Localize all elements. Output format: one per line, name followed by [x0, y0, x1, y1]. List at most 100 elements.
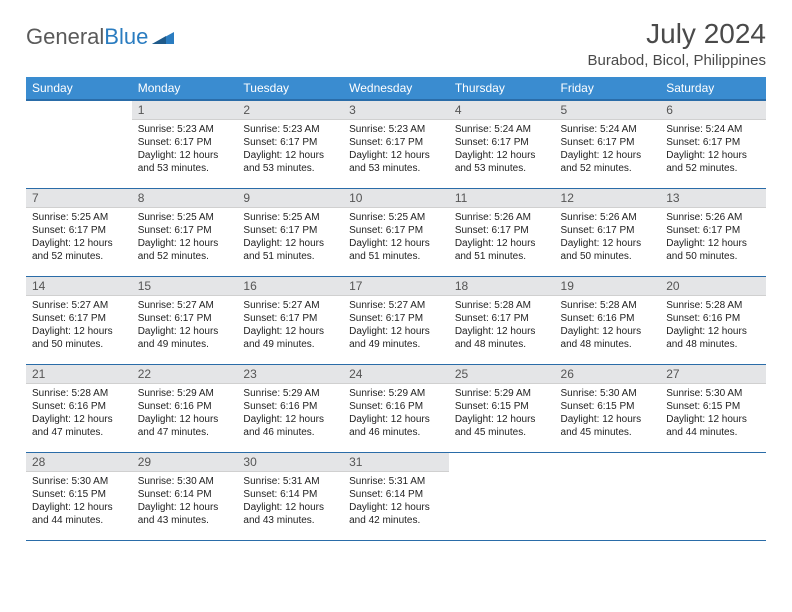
daylight2-line: and 48 minutes. [455, 338, 549, 351]
day-number: 19 [555, 277, 661, 296]
day-content: Sunrise: 5:30 AMSunset: 6:15 PMDaylight:… [660, 384, 766, 443]
daylight1-line: Daylight: 12 hours [455, 149, 549, 162]
daylight2-line: and 50 minutes. [32, 338, 126, 351]
daylight2-line: and 43 minutes. [138, 514, 232, 527]
sunset-line: Sunset: 6:15 PM [32, 488, 126, 501]
sunrise-line: Sunrise: 5:30 AM [138, 475, 232, 488]
day-cell: 14Sunrise: 5:27 AMSunset: 6:17 PMDayligh… [26, 276, 132, 364]
day-number: 18 [449, 277, 555, 296]
weekday-header: Thursday [449, 77, 555, 100]
sunrise-line: Sunrise: 5:25 AM [349, 211, 443, 224]
day-content: Sunrise: 5:27 AMSunset: 6:17 PMDaylight:… [237, 296, 343, 355]
weekday-header: Friday [555, 77, 661, 100]
day-content: Sunrise: 5:30 AMSunset: 6:15 PMDaylight:… [555, 384, 661, 443]
week-row: 28Sunrise: 5:30 AMSunset: 6:15 PMDayligh… [26, 452, 766, 540]
sunset-line: Sunset: 6:17 PM [561, 224, 655, 237]
daylight2-line: and 42 minutes. [349, 514, 443, 527]
daylight1-line: Daylight: 12 hours [32, 501, 126, 514]
daylight2-line: and 46 minutes. [243, 426, 337, 439]
daylight2-line: and 45 minutes. [561, 426, 655, 439]
day-content: Sunrise: 5:25 AMSunset: 6:17 PMDaylight:… [343, 208, 449, 267]
daylight2-line: and 49 minutes. [243, 338, 337, 351]
sunset-line: Sunset: 6:17 PM [666, 136, 760, 149]
day-number [449, 453, 555, 457]
day-number: 11 [449, 189, 555, 208]
day-content: Sunrise: 5:28 AMSunset: 6:16 PMDaylight:… [26, 384, 132, 443]
day-number: 23 [237, 365, 343, 384]
day-content: Sunrise: 5:27 AMSunset: 6:17 PMDaylight:… [26, 296, 132, 355]
daylight1-line: Daylight: 12 hours [666, 237, 760, 250]
sunrise-line: Sunrise: 5:31 AM [349, 475, 443, 488]
day-cell: 10Sunrise: 5:25 AMSunset: 6:17 PMDayligh… [343, 188, 449, 276]
daylight1-line: Daylight: 12 hours [243, 149, 337, 162]
daylight2-line: and 51 minutes. [455, 250, 549, 263]
daylight1-line: Daylight: 12 hours [32, 413, 126, 426]
daylight2-line: and 49 minutes. [138, 338, 232, 351]
sunset-line: Sunset: 6:17 PM [455, 312, 549, 325]
sunrise-line: Sunrise: 5:26 AM [666, 211, 760, 224]
daylight2-line: and 50 minutes. [666, 250, 760, 263]
daylight2-line: and 44 minutes. [32, 514, 126, 527]
sunset-line: Sunset: 6:17 PM [349, 312, 443, 325]
sunrise-line: Sunrise: 5:26 AM [455, 211, 549, 224]
day-number: 15 [132, 277, 238, 296]
day-number: 4 [449, 101, 555, 120]
daylight1-line: Daylight: 12 hours [349, 149, 443, 162]
sunrise-line: Sunrise: 5:29 AM [138, 387, 232, 400]
day-cell: 1Sunrise: 5:23 AMSunset: 6:17 PMDaylight… [132, 100, 238, 188]
calendar-body: 1Sunrise: 5:23 AMSunset: 6:17 PMDaylight… [26, 100, 766, 540]
month-title: July 2024 [588, 18, 766, 50]
sunset-line: Sunset: 6:17 PM [32, 312, 126, 325]
day-cell [26, 100, 132, 188]
week-row: 1Sunrise: 5:23 AMSunset: 6:17 PMDaylight… [26, 100, 766, 188]
daylight1-line: Daylight: 12 hours [243, 325, 337, 338]
daylight2-line: and 45 minutes. [455, 426, 549, 439]
day-content: Sunrise: 5:23 AMSunset: 6:17 PMDaylight:… [343, 120, 449, 179]
daylight2-line: and 51 minutes. [243, 250, 337, 263]
day-number: 3 [343, 101, 449, 120]
sunset-line: Sunset: 6:17 PM [243, 224, 337, 237]
sunset-line: Sunset: 6:16 PM [32, 400, 126, 413]
sunrise-line: Sunrise: 5:29 AM [243, 387, 337, 400]
day-number: 9 [237, 189, 343, 208]
sunset-line: Sunset: 6:17 PM [243, 136, 337, 149]
day-number: 8 [132, 189, 238, 208]
sunset-line: Sunset: 6:17 PM [349, 224, 443, 237]
day-cell: 20Sunrise: 5:28 AMSunset: 6:16 PMDayligh… [660, 276, 766, 364]
day-number: 20 [660, 277, 766, 296]
day-content: Sunrise: 5:26 AMSunset: 6:17 PMDaylight:… [555, 208, 661, 267]
daylight1-line: Daylight: 12 hours [243, 237, 337, 250]
sunrise-line: Sunrise: 5:25 AM [243, 211, 337, 224]
sunrise-line: Sunrise: 5:28 AM [666, 299, 760, 312]
sunrise-line: Sunrise: 5:26 AM [561, 211, 655, 224]
day-content: Sunrise: 5:25 AMSunset: 6:17 PMDaylight:… [237, 208, 343, 267]
sunrise-line: Sunrise: 5:28 AM [455, 299, 549, 312]
sunrise-line: Sunrise: 5:25 AM [138, 211, 232, 224]
day-content: Sunrise: 5:30 AMSunset: 6:15 PMDaylight:… [26, 472, 132, 531]
day-cell: 12Sunrise: 5:26 AMSunset: 6:17 PMDayligh… [555, 188, 661, 276]
daylight1-line: Daylight: 12 hours [349, 237, 443, 250]
sunset-line: Sunset: 6:17 PM [455, 224, 549, 237]
sunset-line: Sunset: 6:15 PM [561, 400, 655, 413]
sunset-line: Sunset: 6:14 PM [138, 488, 232, 501]
calendar-page: GeneralBlue July 2024 Burabod, Bicol, Ph… [0, 0, 792, 559]
day-content: Sunrise: 5:29 AMSunset: 6:16 PMDaylight:… [343, 384, 449, 443]
sunset-line: Sunset: 6:17 PM [138, 312, 232, 325]
sunset-line: Sunset: 6:16 PM [138, 400, 232, 413]
daylight1-line: Daylight: 12 hours [138, 149, 232, 162]
day-content: Sunrise: 5:24 AMSunset: 6:17 PMDaylight:… [555, 120, 661, 179]
day-number: 2 [237, 101, 343, 120]
weekday-header-row: Sunday Monday Tuesday Wednesday Thursday… [26, 77, 766, 100]
logo: GeneralBlue [26, 18, 174, 50]
day-cell: 11Sunrise: 5:26 AMSunset: 6:17 PMDayligh… [449, 188, 555, 276]
daylight1-line: Daylight: 12 hours [349, 413, 443, 426]
daylight1-line: Daylight: 12 hours [243, 413, 337, 426]
sunrise-line: Sunrise: 5:24 AM [666, 123, 760, 136]
daylight2-line: and 49 minutes. [349, 338, 443, 351]
sunrise-line: Sunrise: 5:23 AM [243, 123, 337, 136]
daylight1-line: Daylight: 12 hours [32, 237, 126, 250]
sunset-line: Sunset: 6:17 PM [455, 136, 549, 149]
daylight2-line: and 48 minutes. [561, 338, 655, 351]
sunrise-line: Sunrise: 5:29 AM [349, 387, 443, 400]
day-content: Sunrise: 5:31 AMSunset: 6:14 PMDaylight:… [237, 472, 343, 531]
